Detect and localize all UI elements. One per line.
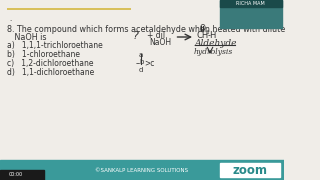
Bar bbox=[220, 0, 282, 7]
Text: ©SANKALP LEARNING SOLUTIONS: ©SANKALP LEARNING SOLUTIONS bbox=[95, 168, 188, 172]
Bar bbox=[220, 0, 282, 28]
Bar bbox=[0, 160, 284, 180]
Text: 00:00: 00:00 bbox=[9, 172, 23, 177]
Text: c)   1,2-dichloroethane: c) 1,2-dichloroethane bbox=[7, 59, 93, 68]
Text: 3: 3 bbox=[205, 30, 209, 35]
Text: RICHA MAM: RICHA MAM bbox=[236, 1, 265, 6]
Text: Aldehyde: Aldehyde bbox=[195, 39, 237, 48]
Text: –: – bbox=[136, 59, 140, 68]
Text: >c: >c bbox=[144, 59, 155, 68]
Text: 8. The compound which forms acetaldehyde when heated with dilute: 8. The compound which forms acetaldehyde… bbox=[7, 25, 285, 34]
Text: zoom: zoom bbox=[232, 163, 268, 177]
Text: CH: CH bbox=[197, 31, 209, 40]
Bar bbox=[0, 170, 44, 180]
Text: ?: ? bbox=[133, 31, 139, 41]
Text: d)   1,1-dichloroethane: d) 1,1-dichloroethane bbox=[7, 68, 94, 77]
Text: b: b bbox=[139, 59, 143, 65]
Text: a)   1,1,1-trichloroethane: a) 1,1,1-trichloroethane bbox=[7, 41, 103, 50]
Text: .: . bbox=[9, 16, 11, 22]
Text: hydrolysis: hydrolysis bbox=[193, 48, 232, 56]
Text: b)   1-chloroethane: b) 1-chloroethane bbox=[7, 50, 80, 59]
Bar bbox=[220, 163, 280, 177]
Text: NaOH is: NaOH is bbox=[7, 33, 47, 42]
Text: + dil.: + dil. bbox=[147, 31, 168, 40]
Text: -H: -H bbox=[207, 31, 217, 40]
Text: a: a bbox=[139, 52, 143, 58]
Text: NaOH: NaOH bbox=[150, 38, 172, 47]
Text: d: d bbox=[139, 67, 143, 73]
Text: O: O bbox=[199, 24, 205, 33]
